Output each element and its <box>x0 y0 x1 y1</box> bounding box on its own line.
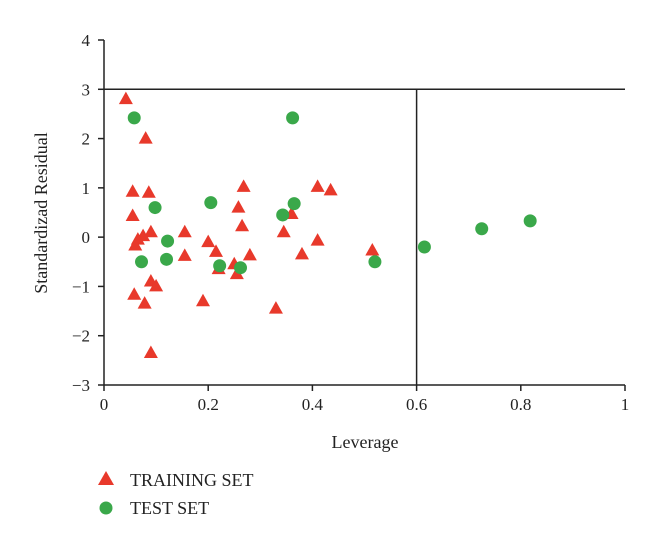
training-set-point <box>365 242 380 256</box>
training-set-point <box>127 287 142 300</box>
x-tick-label: 1 <box>621 395 630 414</box>
test-set-point <box>213 259 227 273</box>
legend-training-set-label: TRAINING SET <box>130 470 254 490</box>
y-tick-label: 0 <box>82 228 91 247</box>
y-tick-label: −1 <box>72 277 90 296</box>
reference-lines <box>104 88 625 385</box>
test-set-point <box>160 252 174 266</box>
training-set-point <box>195 293 210 307</box>
training-set-point <box>128 238 143 251</box>
test-set-point <box>368 255 382 269</box>
training-set-point <box>125 208 140 221</box>
training-set-point <box>294 246 309 260</box>
y-tick-label: −2 <box>72 327 90 346</box>
test-set-point <box>523 214 537 228</box>
y-tick-label: 4 <box>82 31 91 50</box>
training-set-point <box>235 218 250 232</box>
ticks: 0 0.2 0.4 0.6 0.8 1 4 3 2 1 0 −1 −2 −3 <box>72 31 629 414</box>
x-axis-title: Leverage <box>332 432 399 452</box>
x-tick-label: 0.8 <box>510 395 531 414</box>
test-set-point <box>135 255 149 269</box>
test-set-point <box>204 196 218 210</box>
training-set-point <box>323 182 338 196</box>
training-set-point <box>276 224 291 238</box>
training-set-point <box>143 345 158 358</box>
y-tick-label: 3 <box>82 80 91 99</box>
training-set-point <box>242 247 257 261</box>
legend-training-set-marker <box>98 471 114 485</box>
y-tick-label: 2 <box>82 130 91 149</box>
legend: TRAINING SET TEST SET <box>98 470 254 518</box>
training-set-point <box>310 179 325 192</box>
training-set-point <box>149 278 164 292</box>
test-set-point <box>161 234 175 248</box>
training-set-point <box>143 224 158 238</box>
training-set-point <box>141 185 156 198</box>
training-set-point <box>177 248 192 261</box>
training-set-point <box>236 179 251 192</box>
training-set-point <box>268 301 283 314</box>
y-axis-title: Standardizad Residual <box>31 132 51 293</box>
training-set-point <box>177 224 192 238</box>
training-set-point <box>310 233 325 246</box>
x-tick-label: 0 <box>100 395 109 414</box>
y-tick-label: 1 <box>82 179 91 198</box>
test-set-point <box>286 111 300 125</box>
x-tick-label: 0.4 <box>302 395 324 414</box>
x-tick-label: 0.6 <box>406 395 427 414</box>
legend-test-set-marker <box>99 501 113 515</box>
test-set-point <box>276 208 290 222</box>
test-set-point <box>234 261 248 275</box>
training-set-point <box>231 200 246 213</box>
training-set-point <box>209 244 224 257</box>
x-tick-label: 0.2 <box>198 395 219 414</box>
training-set-point <box>125 184 140 197</box>
y-tick-label: −3 <box>72 376 90 395</box>
legend-test-set-label: TEST SET <box>130 498 209 518</box>
test-set-point <box>287 197 301 211</box>
axes <box>103 40 625 386</box>
test-set-point <box>417 240 431 254</box>
training-set-point <box>138 131 153 144</box>
training-set-point <box>118 91 133 105</box>
training-set-point <box>137 296 152 309</box>
test-set-point <box>475 222 489 236</box>
training-set-point <box>201 234 216 248</box>
data-points <box>118 91 537 358</box>
test-set-point <box>127 111 141 125</box>
test-set-point <box>148 201 162 215</box>
